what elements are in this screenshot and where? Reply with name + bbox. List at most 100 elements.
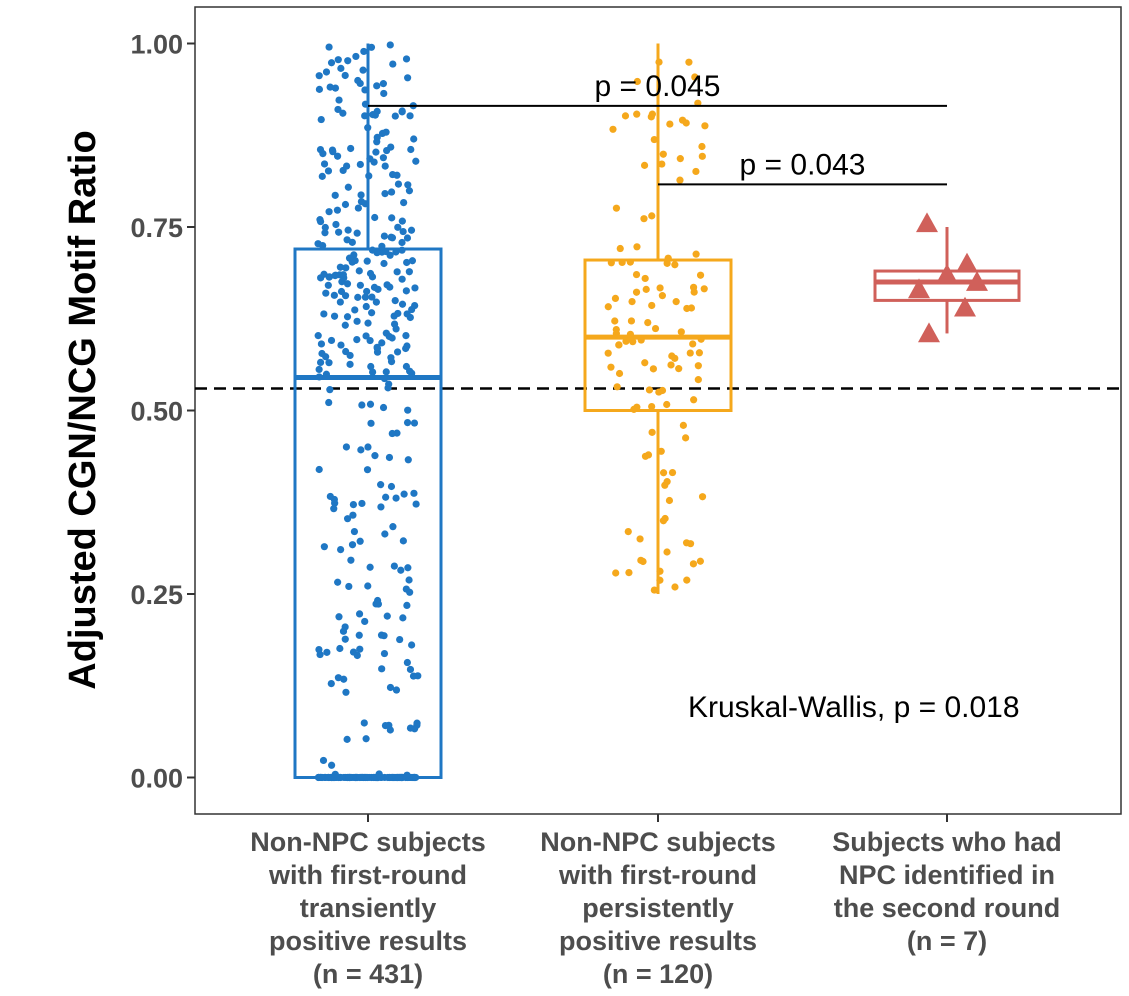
data-point [360, 719, 368, 727]
data-point [667, 361, 675, 369]
data-point [377, 503, 385, 511]
data-point [325, 208, 333, 216]
data-point [402, 287, 410, 295]
data-point [612, 204, 621, 212]
data-point [648, 110, 656, 118]
data-point [642, 285, 650, 293]
data-point [361, 100, 370, 108]
data-point [363, 773, 371, 782]
data-point [349, 501, 358, 509]
data-points [314, 41, 988, 782]
data-point [615, 341, 623, 349]
data-point [335, 96, 343, 104]
data-point [607, 259, 615, 267]
data-point [629, 338, 637, 346]
data-point [325, 43, 333, 51]
data-point [412, 773, 420, 782]
data-point [386, 41, 394, 49]
data-point [685, 58, 693, 66]
data-point [361, 112, 369, 120]
data-point [336, 263, 344, 271]
data-point [672, 298, 680, 306]
data-point [387, 188, 396, 196]
data-point [403, 258, 411, 267]
kruskal-wallis-label: Kruskal-Wallis, p = 0.018 [688, 691, 1020, 724]
data-point [406, 112, 414, 120]
data-point [331, 84, 340, 92]
data-point [370, 283, 379, 291]
data-point [399, 537, 407, 545]
data-point [677, 328, 685, 336]
data-point [387, 482, 396, 491]
data-point [380, 259, 388, 268]
data-point [403, 310, 411, 318]
data-point [398, 107, 406, 115]
data-point [324, 773, 333, 782]
data-point [315, 465, 323, 474]
data-point [358, 499, 366, 508]
data-point [373, 348, 382, 356]
data-point [383, 612, 391, 620]
data-point [683, 304, 691, 313]
data-point [380, 232, 389, 240]
data-point [398, 275, 406, 283]
data-point [330, 312, 339, 320]
data-point [366, 400, 375, 408]
data-point [357, 197, 366, 206]
data-point [357, 446, 365, 454]
data-point [366, 269, 375, 278]
data-point [379, 154, 387, 162]
data-point [659, 469, 668, 477]
data-point [327, 336, 336, 345]
data-point [392, 686, 401, 694]
data-point [322, 289, 330, 297]
data-point [641, 452, 650, 460]
data-point [664, 254, 672, 262]
data-point [377, 481, 385, 489]
y-tick-label: 0.00 [130, 764, 183, 794]
data-point [347, 556, 355, 564]
data-point [633, 243, 641, 251]
data-point [406, 665, 415, 674]
x-tick-label-line: Non-NPC subjects [540, 827, 776, 857]
data-point [410, 135, 418, 143]
data-point [331, 191, 339, 199]
data-point [395, 773, 403, 782]
data-point [700, 285, 708, 293]
data-point [324, 167, 333, 175]
data-point [403, 601, 411, 609]
data-point [337, 64, 345, 72]
data-point [362, 302, 370, 311]
data-point [373, 133, 381, 141]
data-point [324, 281, 332, 289]
data-point [626, 258, 634, 266]
data-point [381, 722, 390, 730]
data-point [354, 204, 362, 212]
data-point [412, 500, 420, 508]
data-point [345, 773, 353, 782]
data-point [405, 187, 414, 195]
data-point [405, 268, 413, 276]
data-point-triangle [954, 296, 976, 317]
data-point [394, 309, 402, 318]
data-point [361, 617, 369, 626]
x-tick-label: Non-NPC subjects with first-round persiste… [540, 827, 776, 989]
data-point [389, 170, 397, 179]
data-point [604, 303, 612, 311]
data-point [633, 77, 641, 86]
data-point [408, 641, 416, 649]
data-point [367, 419, 375, 427]
data-point [356, 537, 364, 545]
data-point [317, 773, 325, 782]
data-point [400, 198, 408, 207]
data-point [398, 246, 406, 254]
data-point [399, 614, 407, 622]
x-tick-label-line: with first-round [558, 860, 757, 890]
data-point [330, 495, 338, 504]
data-point [406, 367, 414, 375]
data-point [689, 283, 698, 291]
data-point [356, 79, 364, 88]
data-point [641, 274, 649, 283]
data-point [325, 398, 333, 407]
data-point [665, 496, 674, 505]
